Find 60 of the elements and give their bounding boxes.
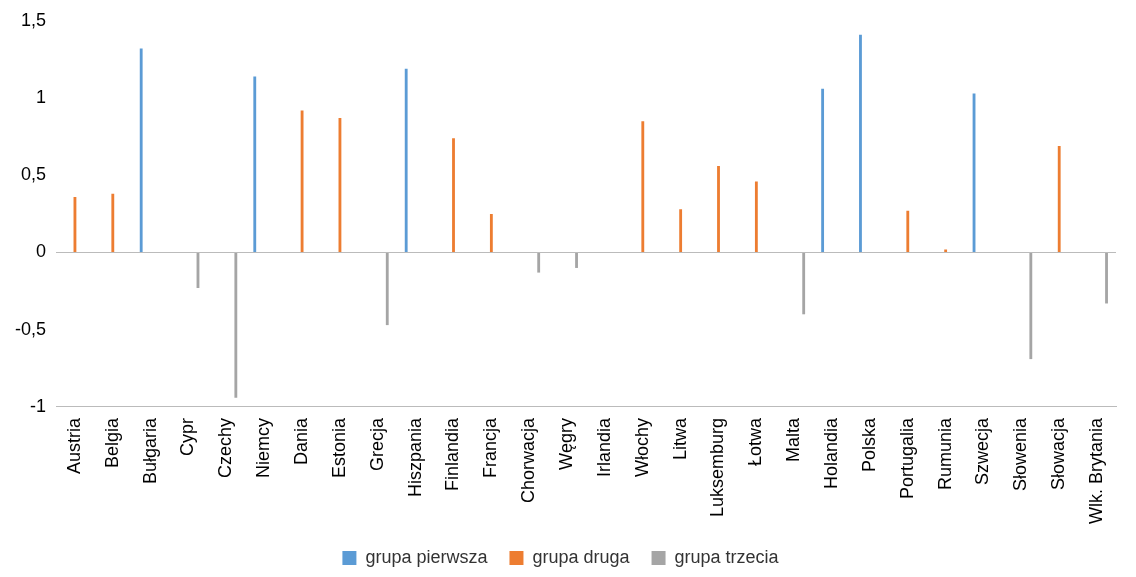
bar	[802, 253, 806, 315]
bar	[111, 193, 115, 253]
y-tick-label: 1	[36, 87, 47, 107]
x-tick-label: Belgia	[101, 417, 122, 469]
x-tick-label: Polska	[858, 416, 879, 473]
x-tick-label: Wlk. Brytania	[1086, 417, 1107, 525]
x-tick-label: Czechy	[215, 417, 236, 479]
legend-label: grupa trzecia	[674, 546, 780, 567]
y-tick-label: 0	[36, 241, 47, 262]
x-tick-label: Cypr	[177, 417, 198, 456]
x-tick-label: Estonia	[328, 417, 349, 479]
x-tick-label: Słowenia	[1010, 416, 1031, 492]
x-tick-label: Malta	[783, 416, 804, 462]
x-tick-label: Rumunia	[934, 417, 955, 491]
bar	[821, 88, 825, 253]
legend-label: grupa druga	[532, 546, 631, 567]
x-tick-label: Portugalia	[896, 417, 917, 500]
x-tick-label: Austria	[63, 417, 84, 475]
x-tick-label: Irlandia	[593, 417, 614, 478]
x-tick-label: Włochy	[631, 417, 652, 477]
x-tick-label: Łotwa	[745, 417, 766, 467]
bar	[139, 48, 143, 253]
bar	[1105, 253, 1108, 304]
bar	[300, 110, 304, 253]
bar	[537, 253, 541, 273]
bar	[575, 253, 578, 268]
bar	[641, 121, 645, 253]
x-tick-label: Luksemburg	[707, 417, 728, 518]
y-tick-label: 0,5	[20, 164, 47, 185]
x-tick-label: Hiszpania	[404, 417, 425, 498]
bar	[944, 249, 948, 253]
x-tick-label: Francja	[480, 417, 501, 479]
bar	[234, 253, 238, 398]
x-tick-label: Finlandia	[442, 416, 463, 492]
x-tick-label: Grecja	[366, 416, 387, 471]
x-tick-label: Słowacja	[1048, 417, 1069, 491]
bar	[1029, 253, 1033, 360]
bar	[679, 209, 683, 253]
legend-label: grupa pierwsza	[365, 546, 489, 567]
bar	[385, 253, 389, 326]
x-tick-label: Szwecja	[972, 416, 993, 486]
bar	[1057, 145, 1061, 253]
x-tick-label: Litwa	[669, 417, 690, 461]
bar	[452, 138, 455, 253]
x-tick-label: Chorwacja	[518, 417, 539, 504]
bar	[489, 213, 493, 253]
bar	[754, 181, 758, 253]
bar	[906, 210, 910, 253]
bar	[717, 166, 720, 253]
bar	[859, 34, 862, 253]
bar	[404, 68, 408, 253]
y-tick-label: -1	[30, 395, 47, 416]
y-tick-label: -0,5	[14, 318, 47, 339]
x-tick-label: Bułgaria	[139, 416, 160, 485]
y-tick-label: 1,5	[20, 9, 47, 30]
x-tick-label: Niemcy	[253, 417, 274, 478]
x-tick-label: Holandia	[821, 417, 842, 490]
x-tick-label: Węgry	[556, 417, 577, 470]
bar	[253, 76, 257, 253]
x-tick-label: Dania	[291, 416, 312, 466]
